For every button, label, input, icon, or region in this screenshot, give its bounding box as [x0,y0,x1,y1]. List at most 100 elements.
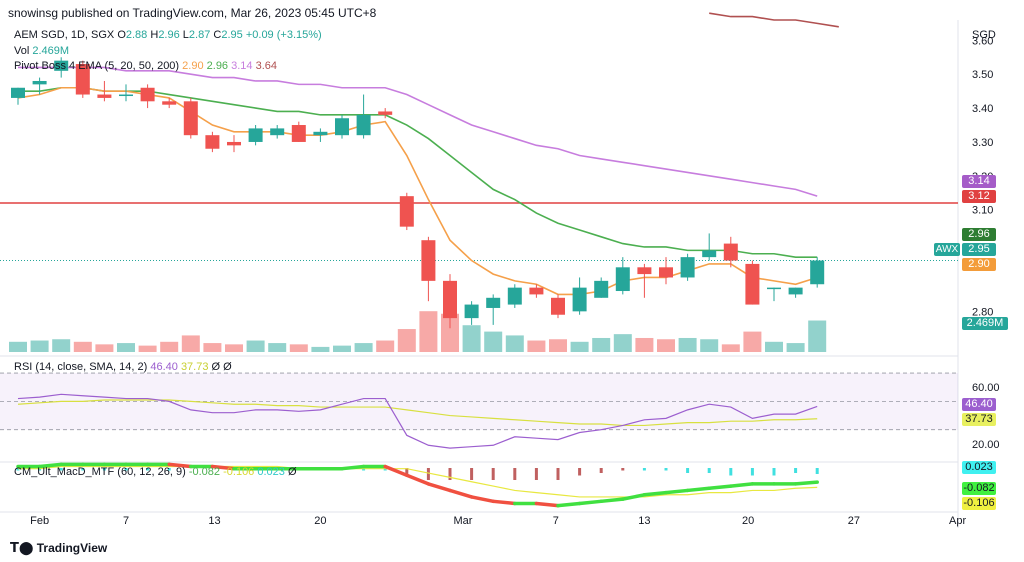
volume-legend: Vol 2.469M [14,45,69,57]
volume-bar [721,344,740,352]
macd-line-segment [642,490,668,497]
candle-body [162,101,177,105]
rsi-ma-line [17,399,818,427]
volume-bar [376,340,395,352]
candle-body [551,297,565,315]
macd-histogram-bar [59,468,63,471]
candle-body [443,280,457,319]
volume-bar [613,334,632,352]
volume-bar [657,339,675,352]
macd-signal-line [18,465,818,498]
time-tick-label: 7 [553,515,559,527]
macd-histogram-bar [124,468,128,471]
candle-body [291,125,306,142]
candle-body [97,94,112,98]
macd-line-segment [469,495,495,504]
ema50-line [18,66,818,197]
currency-label: SGD [972,29,996,41]
candle-body [313,131,328,136]
last-price-box: 2.95 [962,243,996,256]
macd-line-segment [426,482,452,493]
candle-body [335,118,349,136]
macd-line-segment [340,464,366,471]
volume-bar [462,325,481,352]
tv-logo-icon: 𝗧⬤ [10,540,34,555]
macd-histogram-bar [750,468,754,476]
macd-histogram-bar [405,468,409,476]
candle-body [356,114,371,136]
volume-bar [808,320,827,352]
time-tick-label: Mar [453,515,472,527]
volume-bar [289,344,308,352]
volume-bar [117,343,135,352]
ema200-line [709,12,839,28]
macd-value: -0.082 [188,466,221,478]
candle-body [486,297,501,308]
candle-body [227,141,241,146]
macd-line-segment [707,484,733,491]
macd-histogram-bar [772,468,776,476]
volume-bar [52,339,71,352]
volume-bar [441,313,459,352]
macd-histogram-bar [146,468,150,471]
ema-legend: Pivot Boss 4 EMA (5, 20, 50, 200) 2.90 2… [14,60,277,72]
macd-line-segment [685,486,711,493]
ema50-price-box: 3.14 [962,175,996,188]
close-value: 2.95 [221,29,243,41]
candle-body [248,128,263,142]
symbol-label: AEM SGD, 1D, SGX [14,29,115,41]
macd-label: CM_Ult_MacD_MTF (60, 12, 26, 9) [14,466,186,478]
macd-histogram-bar [642,468,646,471]
volume-value: 2.469M [32,45,70,57]
candle-body [205,135,220,149]
candle-body [615,267,630,292]
volume-bar [484,331,503,352]
rsi-label: RSI (14, close, SMA, 14, 2) [14,361,148,373]
candle-body [767,287,781,290]
time-tick-label: 13 [638,515,650,527]
price-tick-label: 2.80 [972,306,993,318]
time-tick-label: 7 [123,515,129,527]
candle-body [270,128,285,136]
volume-bar [570,341,589,352]
macd-line-segment [167,462,193,469]
candle-body [659,267,673,278]
macd-line-segment [448,488,474,499]
volume-bar [397,329,416,352]
ema20-price-box: 2.96 [962,228,996,241]
candle-body [75,64,90,95]
candle-body [54,60,69,71]
volume-bar [743,331,762,352]
open-value: 2.88 [125,29,148,41]
volume-bar [138,345,157,352]
volume-bar [700,339,719,352]
macd-price-box: -0.082 [962,482,996,495]
candle-body [421,240,436,281]
candle-body [529,287,544,295]
low-value: 2.87 [188,29,211,41]
candle-body [745,263,760,305]
macd-line-segment [664,488,690,495]
change-value: +0.09 (+3.15%) [245,29,322,41]
candle-body [702,250,717,258]
candle-body [32,80,47,85]
ema5-value: 2.90 [182,60,204,72]
macd-histogram-bar [578,468,582,476]
macd-line-segment [729,482,755,488]
macd-histogram-bar [556,468,560,480]
macd-line-segment [405,473,431,486]
time-tick-label: Feb [30,515,49,527]
macd-hist-value: 0.023 [257,466,285,478]
volume-bar [333,345,351,352]
volume-bar [73,341,92,352]
price-tick-label: 3.60 [972,35,993,47]
macd-line-segment [534,501,560,508]
ema50-value: 3.14 [231,60,253,72]
time-tick-label: 13 [208,515,220,527]
candle-body [507,287,522,305]
candle-body [680,257,695,278]
volume-bar [592,337,611,352]
ema200-value: 3.64 [255,60,278,72]
published-caption: snowinsg published on TradingView.com, M… [8,6,377,20]
candle-body [464,304,479,319]
